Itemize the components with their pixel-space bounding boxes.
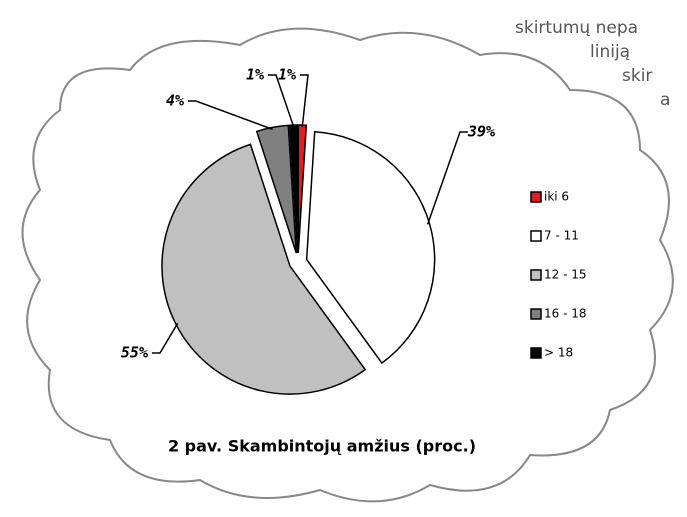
chart-title: 2 pav. Skambintojų amžius (proc.) [168, 437, 476, 456]
data-label: 1% [278, 66, 296, 84]
data-label: 4% [166, 92, 184, 110]
chart: skirtumų nepa liniją skir a 2 pav. Skamb… [0, 0, 687, 517]
background-text: skirtumų nepa [515, 18, 638, 38]
legend-swatch [531, 348, 541, 358]
legend-label: 16 - 18 [544, 307, 587, 321]
legend-swatch [531, 231, 541, 241]
background-text: a [660, 90, 670, 110]
legend-label: iki 6 [544, 190, 569, 204]
legend-swatch [531, 192, 541, 202]
legend-swatch [531, 309, 541, 319]
background-text: skir [622, 66, 652, 86]
legend-swatch [531, 270, 541, 280]
legend-label: > 18 [544, 346, 573, 360]
data-label: 55% [121, 344, 148, 362]
background-text: liniją [590, 42, 630, 62]
data-label: 1% [246, 66, 264, 84]
data-label: 39% [467, 123, 495, 141]
legend-label: 7 - 11 [544, 229, 579, 243]
legend-label: 12 - 15 [544, 268, 587, 282]
